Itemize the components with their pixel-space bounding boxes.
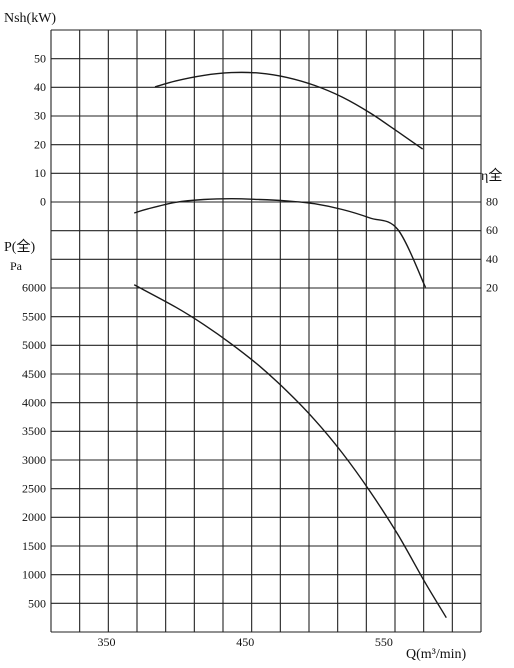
x-axis-label: Q(m³/min): [406, 647, 467, 662]
efficiency-tick-label: 60: [486, 223, 498, 237]
pressure-tick-label: 3500: [22, 424, 46, 438]
tick-labels: 350 450 5500102030405020406080500100015002…: [22, 52, 498, 649]
pressure-tick-label: 1000: [22, 568, 46, 582]
pressure-tick-label: 500: [28, 596, 46, 610]
efficiency-tick-label: 20: [486, 280, 498, 294]
pressure-unit-label: Pa: [10, 259, 23, 273]
pressure-curve: [133, 284, 447, 619]
x-tick-label: 550: [375, 635, 393, 649]
efficiency-tick-label: 80: [486, 195, 498, 209]
x-tick-label: 350: [97, 635, 115, 649]
pressure-tick-label: 6000: [22, 281, 46, 295]
grid: [50, 29, 482, 633]
power-axis-label: Nsh(kW): [4, 11, 56, 26]
pressure-tick-label: 2500: [22, 482, 46, 496]
power-tick-label: 10: [34, 166, 46, 180]
curves: [133, 71, 447, 619]
power-tick-label: 20: [34, 137, 46, 151]
pressure-tick-label: 1500: [22, 539, 46, 553]
power-tick-label: 30: [34, 109, 46, 123]
power-tick-label: 50: [34, 52, 46, 66]
pressure-tick-label: 2000: [22, 510, 46, 524]
pressure-tick-label: 5500: [22, 309, 46, 323]
efficiency-tick-label: 40: [486, 252, 498, 266]
power-curve: [154, 71, 424, 150]
pressure-tick-label: 4500: [22, 367, 46, 381]
pressure-axis-label: P(全): [4, 238, 35, 255]
power-tick-label: 40: [34, 80, 46, 94]
axis-titles: Nsh(kW) P(全) Pa η全 Q(m³/min): [4, 11, 502, 662]
efficiency-axis-label: η全: [481, 167, 502, 184]
efficiency-curve: [133, 197, 427, 288]
x-tick-label: 450: [236, 635, 254, 649]
pressure-tick-label: 4000: [22, 395, 46, 409]
pressure-tick-label: 3000: [22, 453, 46, 467]
power-tick-label: 0: [40, 194, 46, 208]
pressure-tick-label: 5000: [22, 338, 46, 352]
